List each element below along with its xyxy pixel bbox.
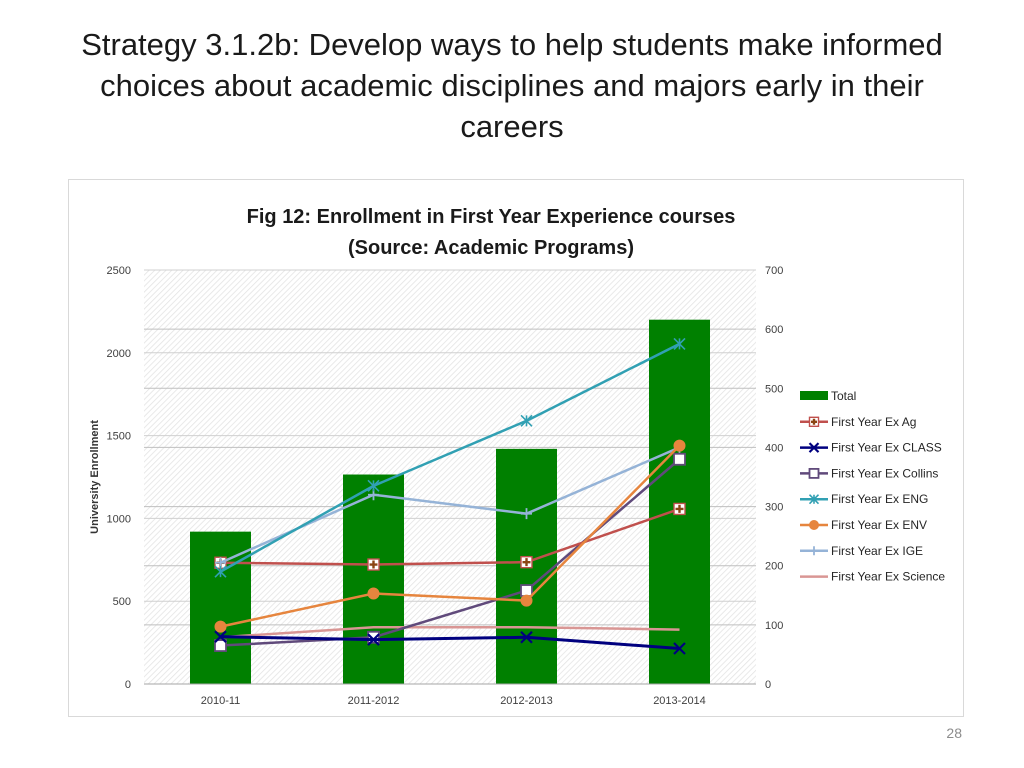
series-line (220, 635, 680, 651)
x-tick-label: 2010-11 (201, 695, 241, 707)
data-point (673, 642, 686, 655)
data-point (367, 633, 380, 646)
legend-label: First Year Ex Ag (831, 415, 916, 429)
axes: 0 500 1000 1500 2000 2500 0 100 200 300 400 500 600 7… (107, 265, 784, 707)
y-tick-label: 2000 (107, 348, 131, 360)
data-point (367, 630, 380, 644)
data-point (520, 414, 533, 427)
data-point (521, 508, 532, 520)
y-tick-label: 1000 (107, 513, 131, 525)
legend-label: First Year Ex ENV (831, 518, 927, 532)
chart-title: Fig 12: Enrollment in First Year Experie… (247, 206, 736, 228)
data-point-cross (522, 558, 531, 567)
legend-item: First Year Ex Collins (800, 466, 938, 480)
data-point (214, 630, 227, 643)
slide-title: Strategy 3.1.2b: Develop ways to help st… (81, 27, 943, 144)
legend-label: First Year Ex Collins (831, 466, 938, 480)
page-number: 28 (946, 725, 962, 741)
data-point (673, 337, 686, 350)
legend: Total First Year Ex Ag First Year Ex CLASS… (800, 389, 945, 584)
data-point (367, 587, 380, 600)
y-axis-label: University Enrollment (89, 420, 101, 534)
bar-2013-2014 (649, 319, 710, 684)
legend-label: First Year Ex CLASS (831, 441, 942, 455)
data-point (673, 452, 686, 466)
y2-tick-label: 600 (765, 324, 783, 336)
series-line (220, 444, 681, 628)
data-point (520, 594, 533, 607)
legend-label: First Year Ex Science (831, 570, 945, 584)
data-point (673, 439, 686, 452)
x-tick-label: 2013-2014 (653, 695, 706, 707)
legend-item: First Year Ex ENG (800, 492, 928, 506)
line-series (214, 337, 686, 655)
x-tick-label: 2012-2013 (500, 695, 553, 707)
data-point (520, 584, 533, 597)
legend-item: First Year Ex IGE (800, 544, 923, 558)
y2-tick-label: 500 (765, 383, 783, 395)
x-tick-label: 2011-2012 (348, 695, 400, 707)
legend-swatch (800, 391, 828, 400)
series-first-year-ex-science (220, 625, 680, 639)
series-line (220, 625, 680, 639)
data-point (367, 479, 380, 492)
series-line (220, 507, 680, 566)
legend-marker (809, 520, 819, 530)
y2-tick-label: 400 (765, 442, 783, 454)
legend-label: Total (831, 389, 856, 403)
legend-item: First Year Ex ENV (800, 518, 927, 532)
series-first-year-ex-env (214, 439, 686, 633)
data-point-cross (369, 560, 378, 569)
y-tick-label: 1500 (107, 431, 131, 443)
bar-2011-2012 (343, 474, 404, 684)
series-first-year-ex-eng (214, 337, 686, 578)
series-line (219, 342, 681, 573)
legend-label: First Year Ex IGE (831, 544, 923, 558)
data-point (214, 639, 227, 652)
legend-label: First Year Ex ENG (831, 492, 928, 506)
legend-item: Total (800, 389, 856, 403)
legend-marker (809, 546, 819, 556)
y-tick-label: 500 (113, 596, 131, 608)
y2-tick-label: 100 (765, 620, 783, 632)
legend-marker (808, 494, 820, 505)
legend-item: First Year Ex Ag (800, 415, 916, 429)
legend-marker (808, 467, 820, 479)
chart-svg: Fig 12: Enrollment in First Year Experie… (89, 206, 945, 707)
y2-tick-label: 200 (765, 561, 783, 573)
series-first-year-ex-class (214, 630, 686, 655)
chart-subtitle: (Source: Academic Programs) (348, 237, 634, 259)
data-point-cross (675, 504, 684, 513)
data-point (214, 565, 227, 578)
legend-marker-cross (811, 418, 817, 425)
y-tick-label: 0 (125, 679, 131, 691)
legend-marker (808, 442, 820, 453)
y-tick-label: 2500 (107, 265, 131, 277)
chart-frame: Fig 12: Enrollment in First Year Experie… (68, 179, 964, 717)
legend-item: First Year Ex Science (800, 570, 945, 584)
legend-item: First Year Ex CLASS (800, 441, 942, 455)
y2-tick-label: 300 (765, 502, 783, 514)
y2-tick-label: 700 (765, 265, 783, 277)
y2-tick-label: 0 (765, 679, 771, 691)
data-point (520, 630, 533, 644)
data-point (214, 620, 227, 633)
